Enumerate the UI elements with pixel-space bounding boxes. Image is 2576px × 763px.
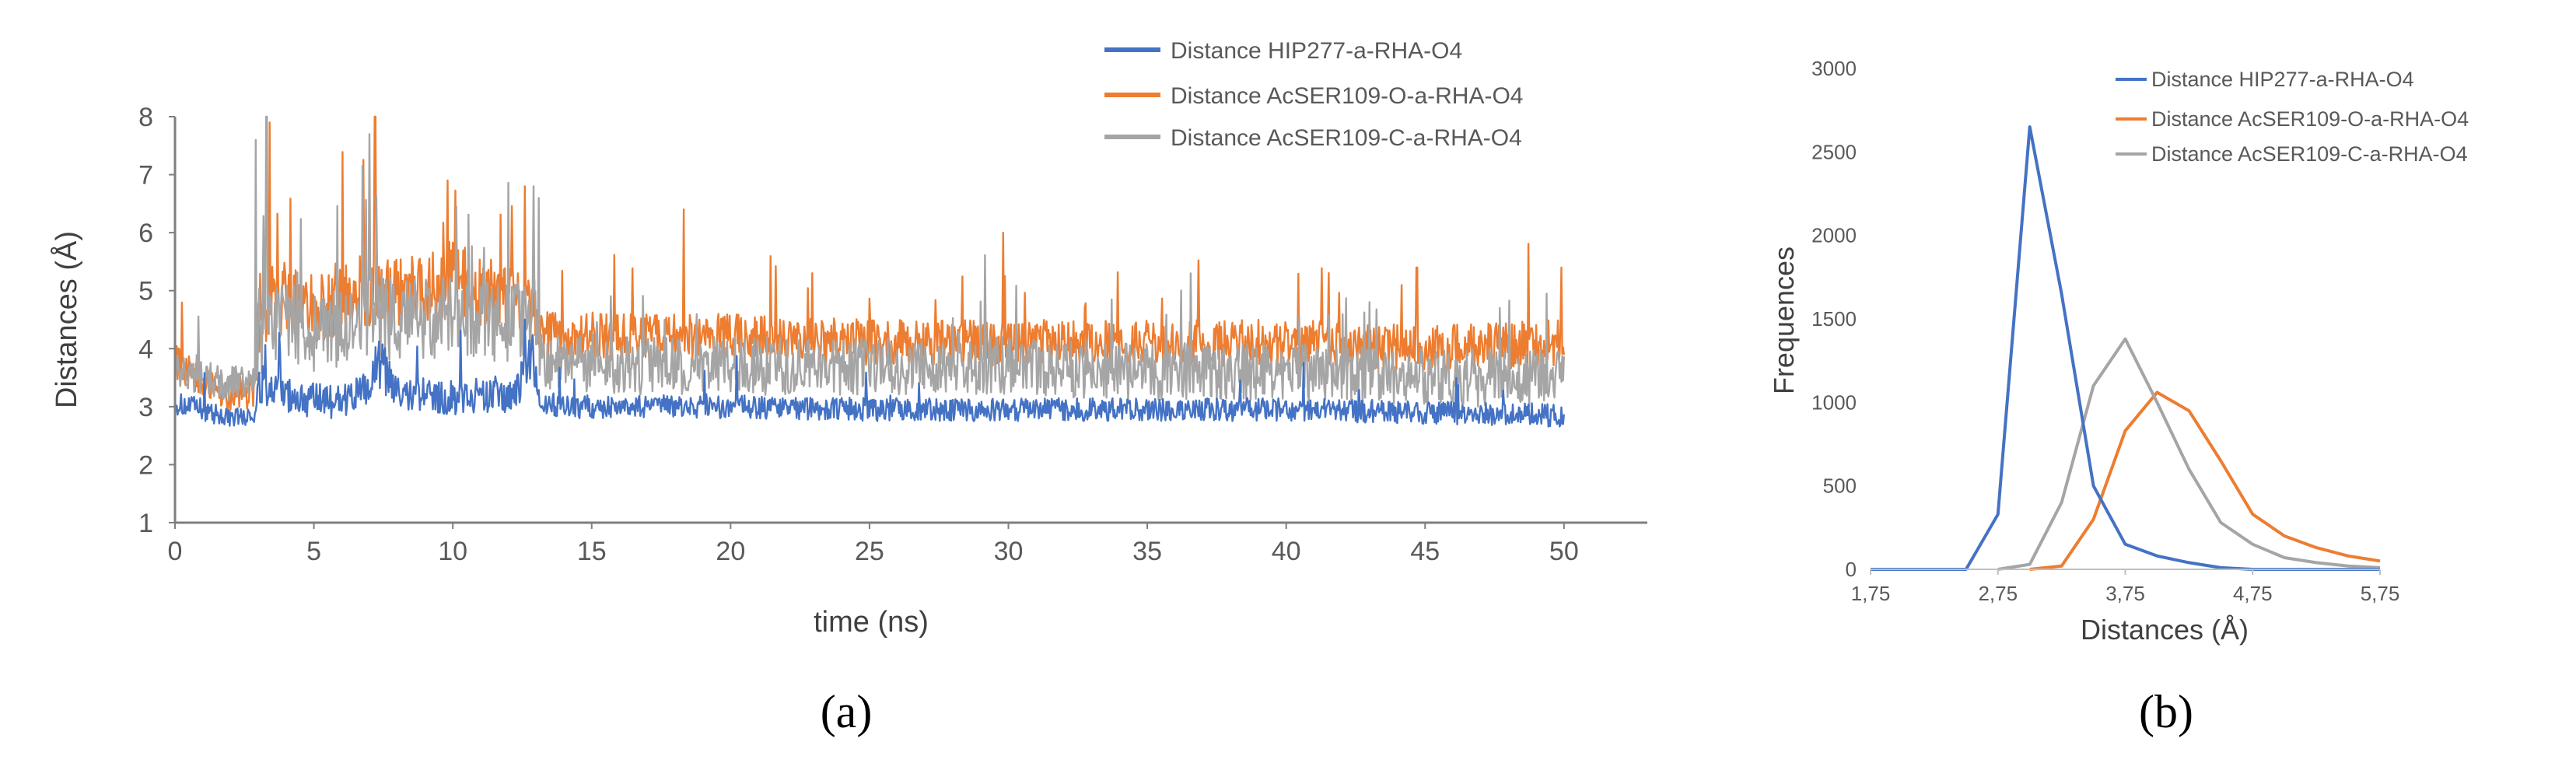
chart-a-x-tick-label: 50 [1549,537,1579,566]
chart-b: 1,75 2,75 3,75 4,75 5,75 0 500 1000 1500 2000 250… [1768,57,2469,737]
chart-b-legend: Distance HIP277-a-RHA-O4 Distance AcSER1… [2116,68,2469,166]
chart-b-y-tick-label: 1000 [1811,390,1857,414]
chart-a-legend-label: Distance AcSER109-C-a-RHA-O4 [1171,125,1522,151]
chart-b-series-line-2 [2029,390,2381,571]
chart-a-x-tick-label: 10 [438,537,467,566]
chart-b-legend-label: Distance HIP277-a-RHA-O4 [2151,68,2414,91]
chart-b-legend-label: Distance AcSER109-O-a-RHA-O4 [2151,107,2469,131]
chart-b-y-tick-label: 1500 [1811,307,1857,331]
chart-b-series-group [1871,125,2381,571]
chart-a-x-tick-label: 45 [1410,537,1440,566]
chart-a-x-tick-label: 25 [855,537,884,566]
chart-a-x-tick-label: 0 [168,537,183,566]
chart-b-y-tick-label: 3000 [1811,57,1857,80]
chart-b-y-tick-label: 0 [1846,558,1857,581]
chart-b-y-tick-label: 2000 [1811,224,1857,247]
chart-a-y-tick-label: 7 [138,161,153,191]
chart-a-y-axis-title: Distances (Å) [49,231,83,408]
chart-a-x-tick-label: 15 [577,537,607,566]
chart-a-x-ticks: 0 5 10 15 20 25 30 35 40 45 50 [168,523,1579,566]
chart-a-x-tick-label: 35 [1132,537,1162,566]
chart-a-y-tick-label: 8 [138,103,153,132]
chart-a-legend-label: Distance HIP277-a-RHA-O4 [1171,38,1462,64]
chart-a-x-tick-label: 5 [306,537,321,566]
chart-b-x-tick-label: 5,75 [2361,582,2400,605]
chart-b-series-line-1 [1871,125,2380,571]
chart-b-series-line-3 [1997,337,2381,571]
panel-label-b: (b) [2139,686,2193,737]
chart-b-x-tick-label: 4,75 [2233,582,2273,605]
chart-a-x-tick-label: 20 [716,537,745,566]
chart-a-x-tick-label: 40 [1272,537,1301,566]
chart-b-y-ticks: 0 500 1000 1500 2000 2500 3000 [1811,57,1857,581]
chart-b-y-tick-label: 2500 [1811,140,1857,163]
chart-a-legend-label: Distance AcSER109-O-a-RHA-O4 [1171,83,1524,109]
chart-a-y-tick-label: 1 [138,509,153,538]
chart-a-series-line-1 [173,318,1565,428]
chart-b-x-ticks: 1,75 2,75 3,75 4,75 5,75 [1851,569,2400,605]
chart-a-y-ticks: 1 2 3 4 5 6 7 8 [138,103,175,538]
chart-a-x-axis-title: time (ns) [814,606,929,639]
chart-a-y-tick-label: 4 [138,334,153,364]
chart-a-y-tick-label: 5 [138,277,153,306]
panel-label-a: (a) [821,686,873,737]
chart-a-series-line-2 [173,115,1565,412]
chart-b-x-tick-label: 2,75 [1978,582,2018,605]
chart-b-y-tick-label: 500 [1823,474,1857,498]
chart-b-x-tick-label: 3,75 [2105,582,2145,605]
chart-a-y-tick-label: 3 [138,393,153,422]
chart-b-y-axis-title: Frequences [1768,247,1800,394]
chart-a-legend: Distance HIP277-a-RHA-O4 Distance AcSER1… [1104,38,1524,151]
chart-b-x-axis-title: Distances (Å) [2081,614,2249,646]
chart-a-y-tick-label: 2 [138,450,153,480]
chart-b-legend-label: Distance AcSER109-C-a-RHA-O4 [2151,142,2468,166]
chart-a-x-tick-label: 30 [994,537,1024,566]
chart-a-series-line-3 [173,115,1565,408]
chart-a-series-group [173,115,1565,428]
chart-b-x-tick-label: 1,75 [1851,582,1891,605]
chart-a-y-tick-label: 6 [138,219,153,248]
